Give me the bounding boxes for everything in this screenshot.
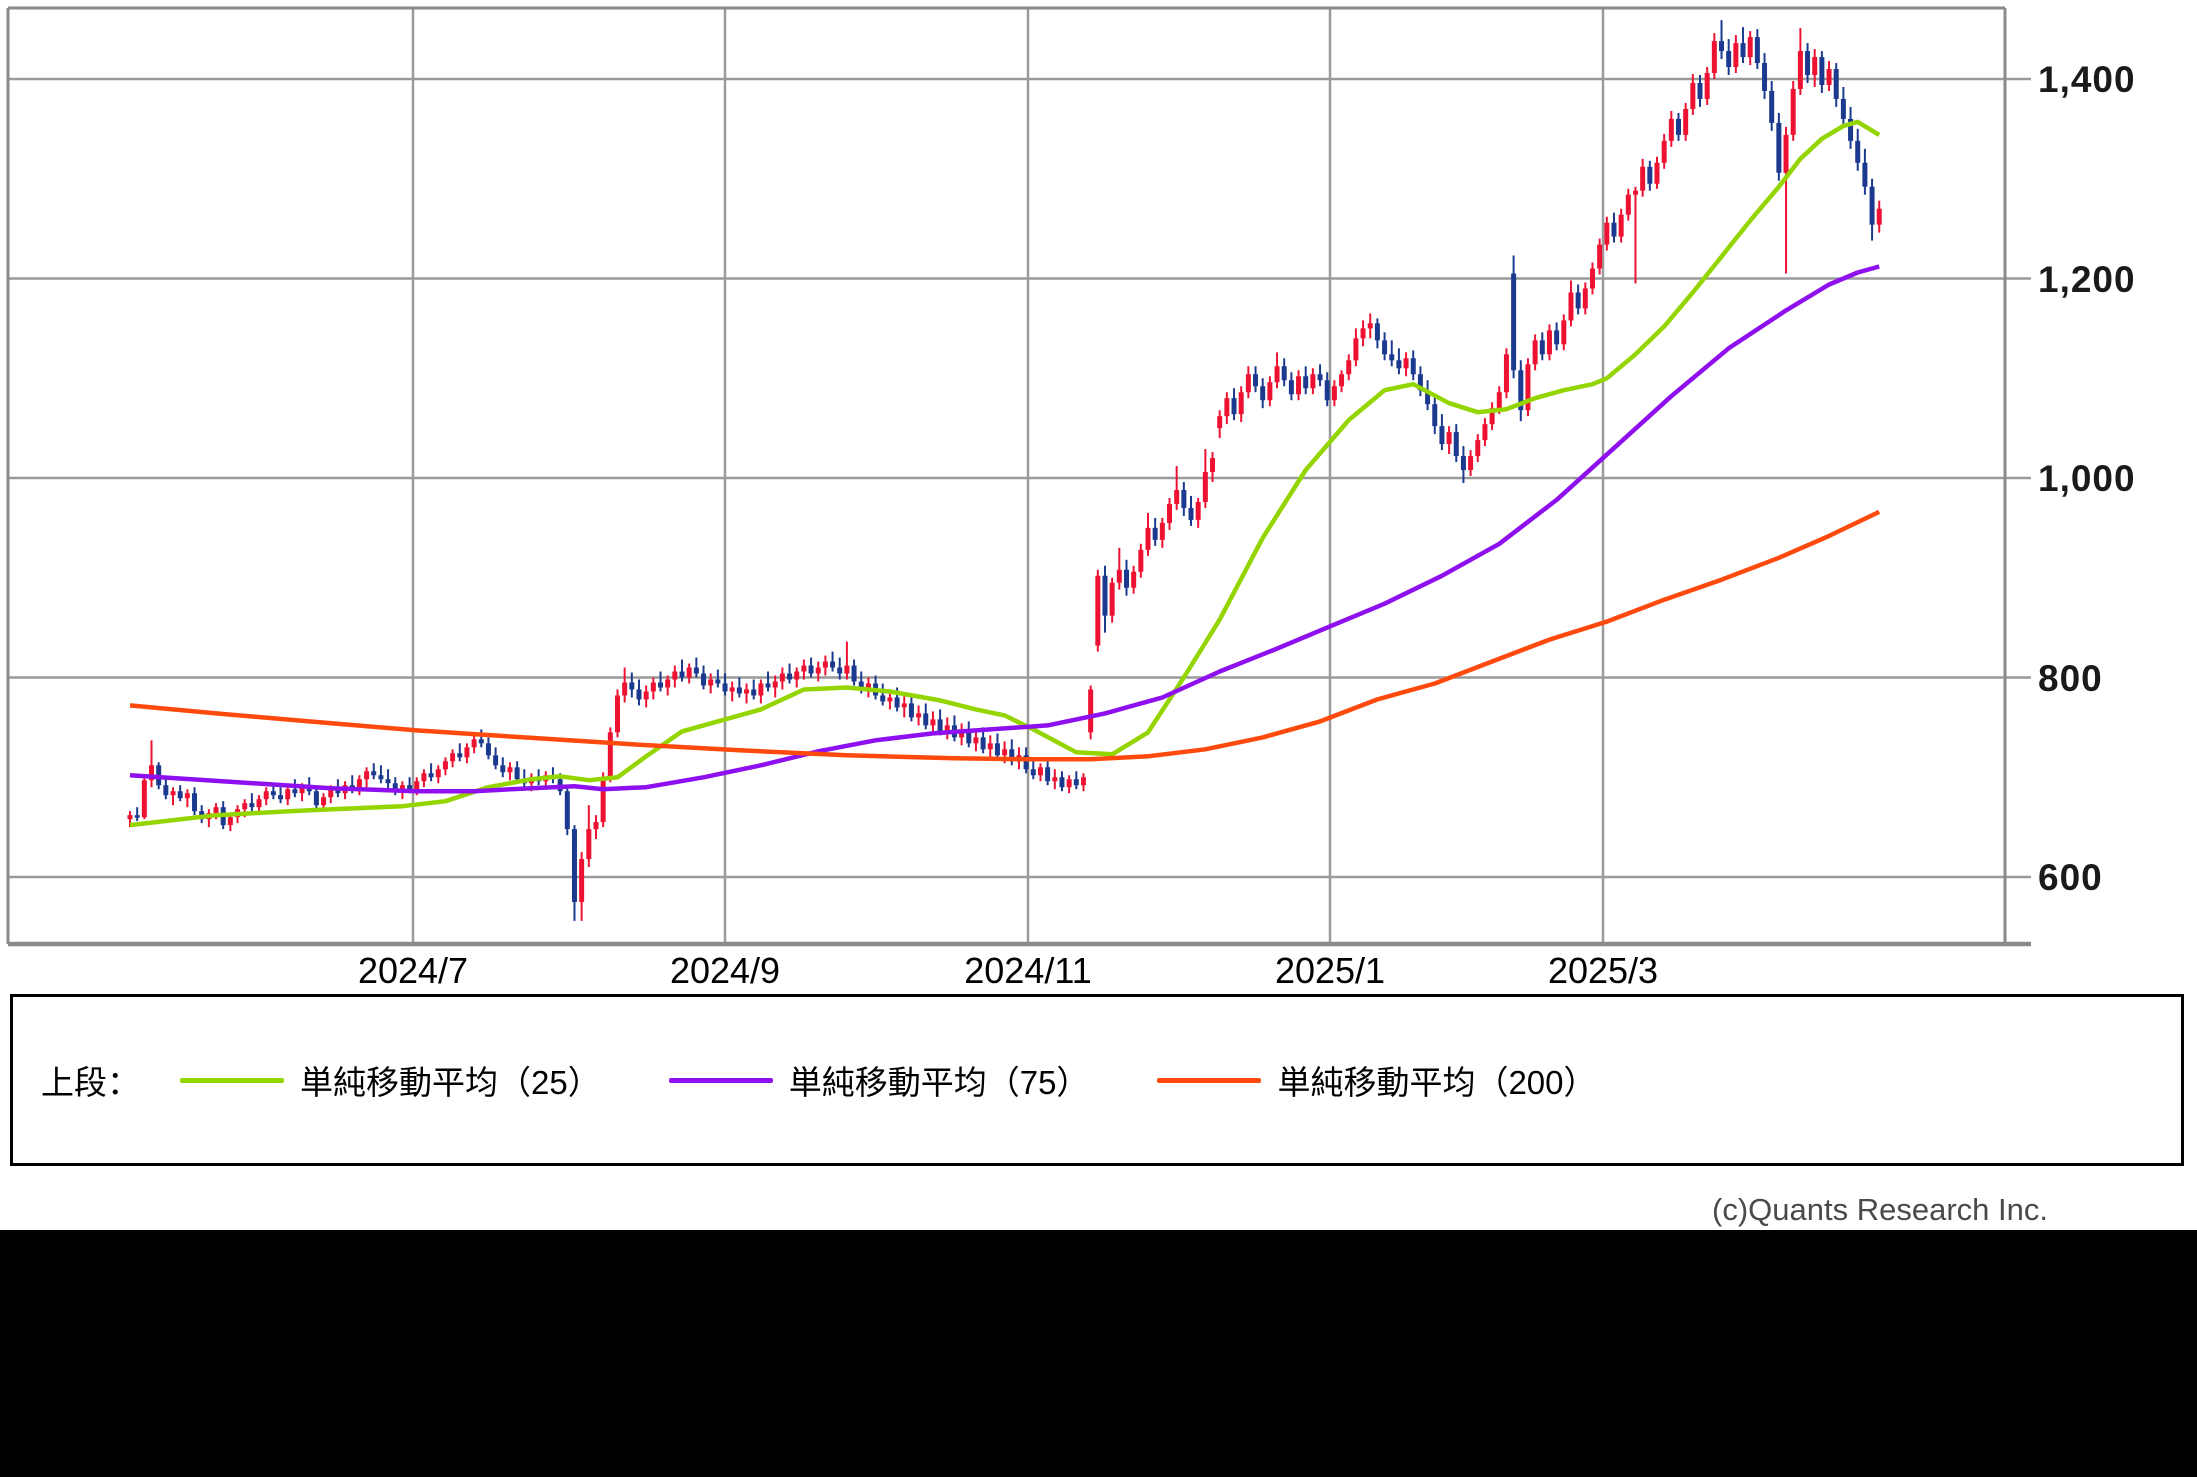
x-axis-tick-label: 2024/7 — [357, 950, 469, 991]
footer-black-bar — [0, 1230, 2197, 1477]
legend-title: 上段： — [41, 1064, 140, 1101]
ma25-label: 単純移動平均（25） — [300, 1064, 601, 1101]
legend-box: 上段： 単純移動平均（25） 単純移動平均（75） 単純移動平均（200） — [10, 994, 2184, 1166]
ma200-label: 単純移動平均（200） — [1277, 1064, 1597, 1101]
x-axis-tick-label: 2025/3 — [1547, 950, 1659, 991]
x-axis-tick-label: 2025/1 — [1274, 950, 1386, 991]
copyright-text: (c)Quants Research Inc. — [1712, 1192, 2048, 1227]
y-axis-tick-label: 1,400 — [2038, 59, 2136, 100]
y-axis-tick-label: 600 — [2038, 857, 2103, 898]
ma200-line-swatch-icon — [1157, 1077, 1262, 1083]
ma25-line-swatch-icon — [180, 1077, 284, 1083]
y-axis-tick-label: 1,000 — [2038, 458, 2136, 499]
ma75-line-swatch-icon — [668, 1077, 773, 1083]
x-axis-tick-label: 2024/9 — [669, 950, 781, 991]
ma75-label: 単純移動平均（75） — [788, 1064, 1090, 1101]
y-axis-tick-label: 800 — [2038, 657, 2103, 699]
x-axis-tick-label: 2024/11 — [964, 950, 1092, 991]
legend-row: 上段： 単純移動平均（25） 単純移動平均（75） 単純移動平均（200） — [41, 1056, 1597, 1104]
y-axis-tick-label: 1,200 — [2038, 258, 2136, 300]
